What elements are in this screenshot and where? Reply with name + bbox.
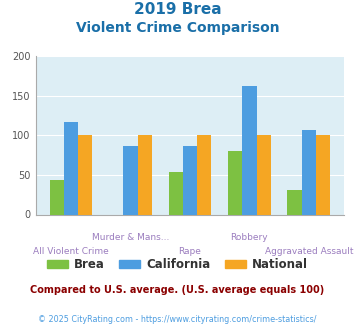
Bar: [197, 135, 211, 214]
Bar: [78, 135, 92, 214]
Bar: [183, 146, 197, 214]
Bar: [242, 86, 257, 214]
Text: Violent Crime Comparison: Violent Crime Comparison: [76, 21, 279, 35]
Bar: [288, 190, 302, 214]
Text: Robbery: Robbery: [231, 233, 268, 242]
Text: © 2025 CityRating.com - https://www.cityrating.com/crime-statistics/: © 2025 CityRating.com - https://www.city…: [38, 315, 317, 324]
Bar: [302, 130, 316, 214]
Bar: [50, 180, 64, 214]
Bar: [316, 135, 330, 214]
Text: Aggravated Assault: Aggravated Assault: [264, 248, 353, 256]
Bar: [257, 135, 271, 214]
Bar: [228, 151, 242, 214]
Text: 2019 Brea: 2019 Brea: [134, 2, 221, 16]
Text: Murder & Mans...: Murder & Mans...: [92, 233, 169, 242]
Legend: Brea, California, National: Brea, California, National: [42, 253, 313, 276]
Text: Compared to U.S. average. (U.S. average equals 100): Compared to U.S. average. (U.S. average …: [31, 285, 324, 295]
Text: Rape: Rape: [179, 248, 201, 256]
Bar: [64, 122, 78, 214]
Text: All Violent Crime: All Violent Crime: [33, 248, 109, 256]
Bar: [169, 172, 183, 214]
Bar: [138, 135, 152, 214]
Bar: [123, 147, 138, 214]
